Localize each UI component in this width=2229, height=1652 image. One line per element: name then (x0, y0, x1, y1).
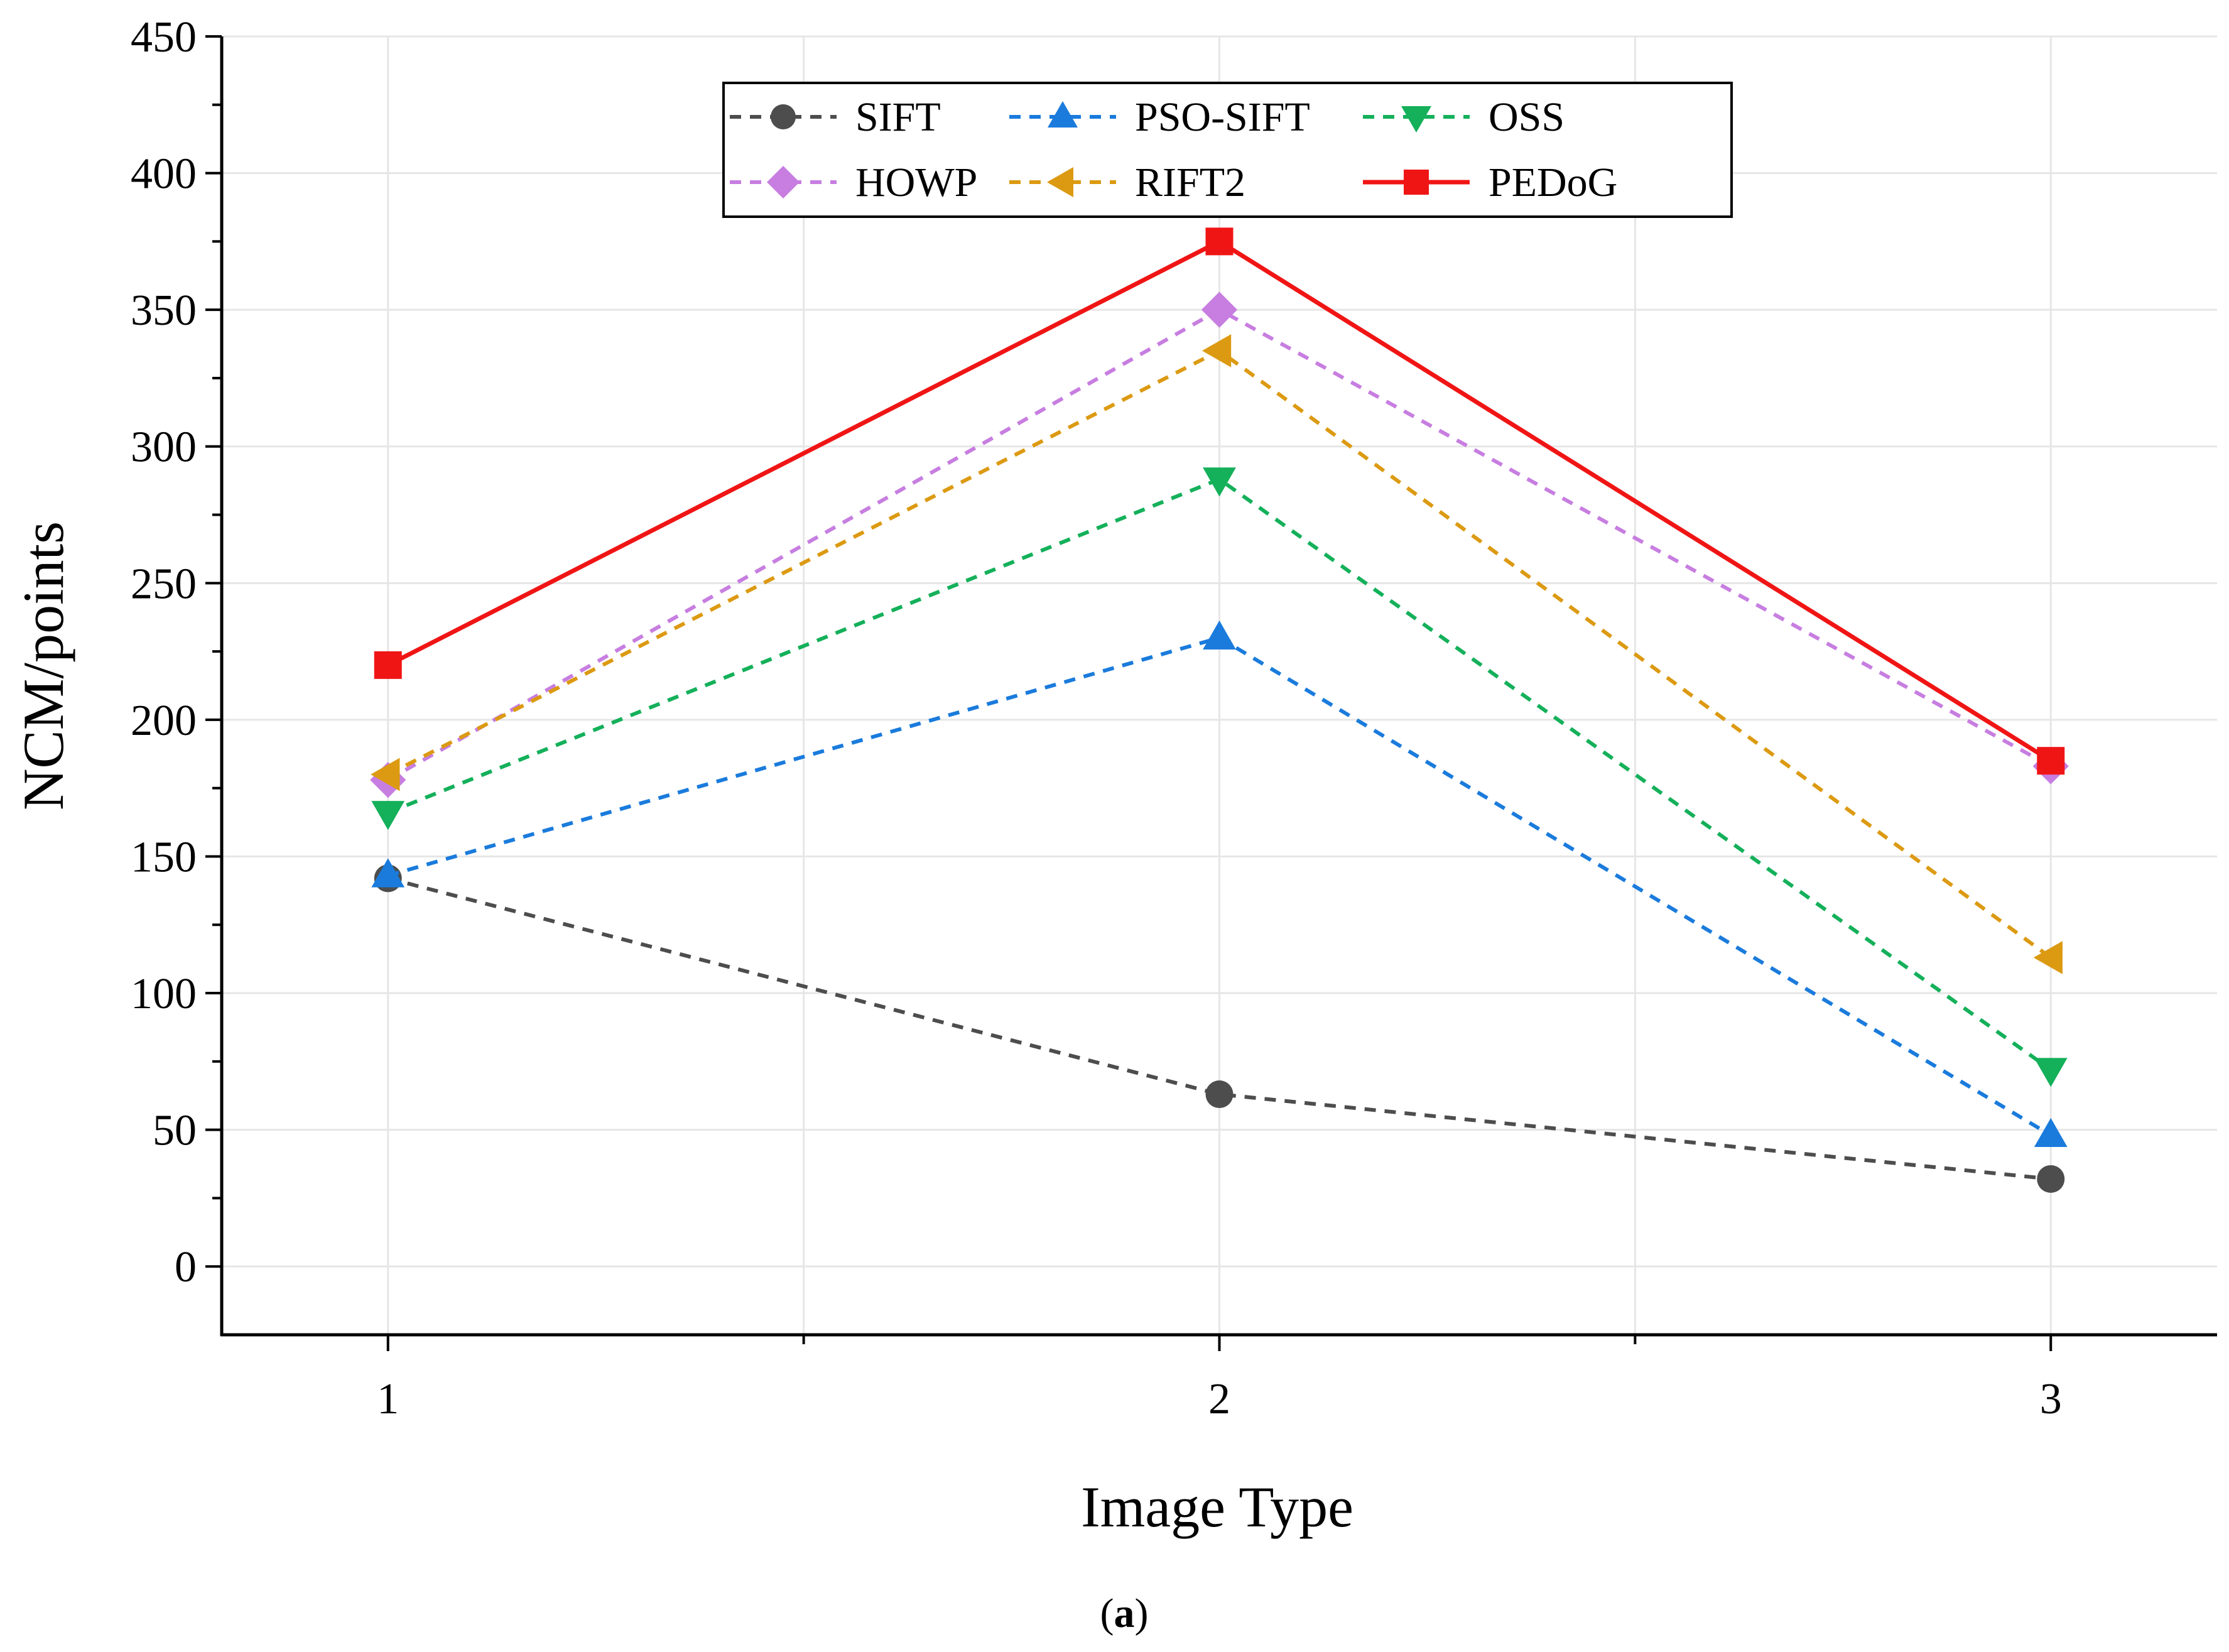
data-point-marker (1203, 467, 1236, 497)
x-tick-label: 2 (1208, 1375, 1230, 1423)
y-tick-label: 200 (131, 697, 197, 745)
data-point-marker (1047, 167, 1073, 197)
series-layer (370, 227, 2069, 1193)
legend-label: HOWP (855, 160, 977, 205)
y-tick-label: 50 (153, 1107, 197, 1155)
y-tick-label: 300 (131, 423, 197, 472)
legend-item: SIFT (730, 94, 941, 140)
data-point-marker (2033, 941, 2063, 974)
data-point-marker (1401, 106, 1431, 133)
series-pso-sift (371, 620, 2068, 1148)
data-point-marker (1201, 291, 1238, 328)
y-tick-label: 0 (175, 1243, 197, 1291)
data-point-marker (1205, 227, 1234, 256)
data-point-marker (2037, 1165, 2065, 1193)
data-point-marker (1404, 170, 1429, 195)
data-point-marker (374, 651, 402, 679)
series-line (387, 477, 2052, 1072)
legend-label: PSO-SIFT (1135, 94, 1310, 140)
legend-label: RIFT2 (1135, 160, 1245, 205)
data-point-marker (2034, 1058, 2068, 1087)
data-point-marker (2034, 1117, 2068, 1148)
y-tick-label: 450 (131, 13, 197, 62)
legend-item: PEDoG (1363, 160, 1617, 205)
x-tick-label: 3 (2040, 1375, 2062, 1423)
legend-label: SIFT (855, 94, 941, 140)
x-tick-label: 1 (377, 1375, 399, 1423)
figure-caption: (a) (1100, 1590, 1149, 1636)
x-axis-title: Image Type (1081, 1475, 1353, 1539)
y-axis-title: NCM/points (11, 521, 75, 810)
data-point-marker (371, 858, 405, 888)
legend-label: PEDoG (1489, 160, 1617, 205)
series-pedog (374, 227, 2065, 775)
series-line (387, 876, 2051, 1181)
legend-box (722, 82, 1733, 218)
data-point-marker (2037, 747, 2065, 775)
series-oss (371, 467, 2068, 1087)
grid (222, 35, 2217, 1335)
legend: SIFT PSO-SIFT OSS HOWP RIFT2 PEDoG (722, 82, 1733, 218)
data-point-marker (1205, 1080, 1234, 1109)
legend-item: OSS (1363, 94, 1565, 140)
data-point-marker (771, 104, 796, 129)
y-tick-label: 150 (131, 833, 197, 881)
y-tick-label: 350 (131, 286, 197, 335)
data-point-marker (1203, 620, 1236, 650)
data-point-marker (767, 166, 800, 198)
axes: 0 50 100 150 200 250 300 350 400 450 1 2 3 (131, 13, 2217, 1423)
legend-item: HOWP (730, 160, 977, 205)
data-point-marker (1202, 334, 1232, 367)
y-tick-label: 250 (131, 560, 197, 608)
legend-item: PSO-SIFT (1009, 94, 1310, 140)
y-tick-label: 400 (131, 150, 197, 198)
legend-label: OSS (1489, 94, 1565, 140)
series-rift2 (371, 334, 2063, 974)
data-point-marker (371, 758, 400, 791)
data-point-marker (371, 801, 405, 830)
legend-item: RIFT2 (1009, 160, 1245, 205)
data-point-marker (1048, 101, 1078, 128)
y-tick-label: 100 (131, 970, 197, 1018)
